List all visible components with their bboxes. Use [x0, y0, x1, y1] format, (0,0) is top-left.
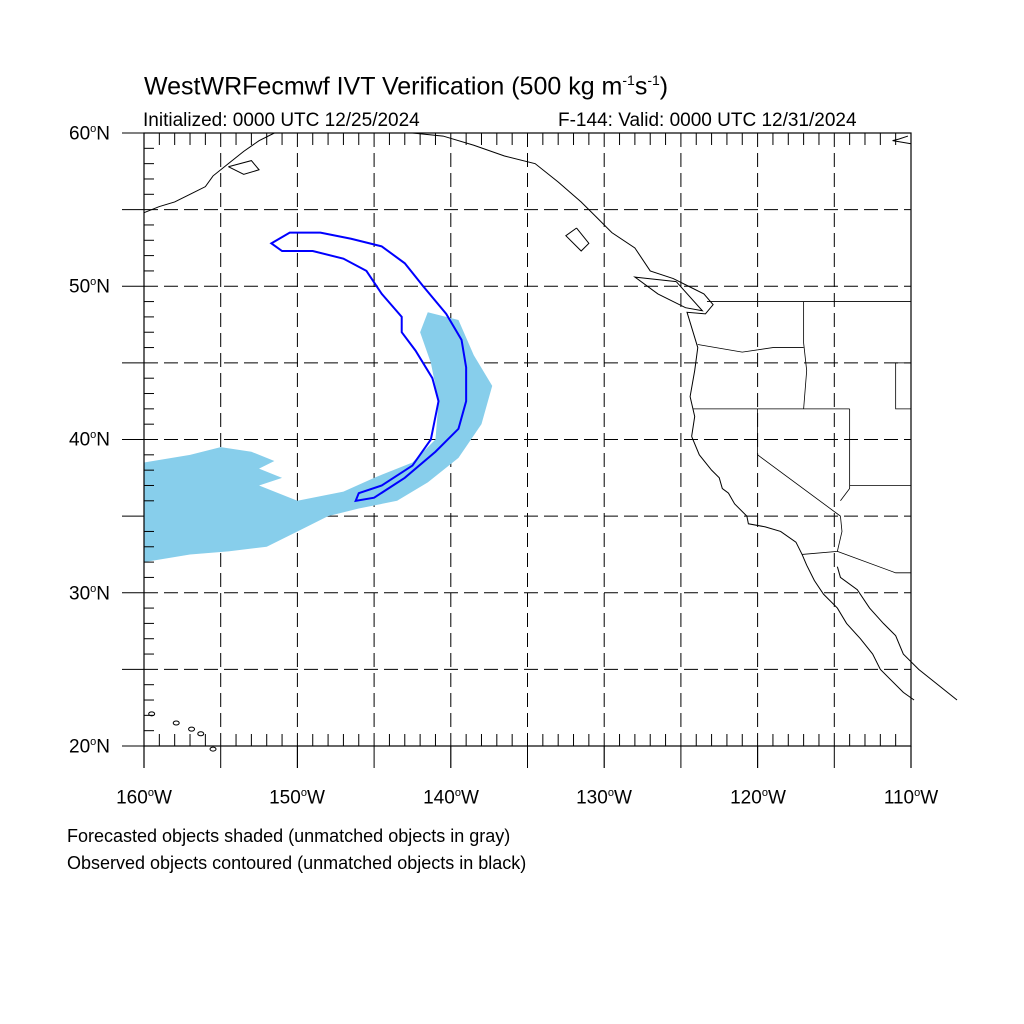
initialized-time: Initialized: 0000 UTC 12/25/2024: [143, 110, 420, 131]
coastline: [691, 436, 915, 701]
observed-object-contour: [269, 231, 468, 503]
footnote-forecast: Forecasted objects shaded (unmatched obj…: [67, 826, 511, 846]
island: [172, 720, 180, 726]
lon-label-140w: 140oW: [423, 787, 479, 809]
border: [840, 408, 851, 502]
coastline: [633, 276, 704, 312]
border: [697, 344, 804, 353]
coastline: [412, 132, 714, 437]
border: [802, 516, 843, 555]
island: [188, 726, 196, 732]
lat-label-20: 20oN: [69, 736, 110, 758]
border: [837, 550, 911, 574]
border: [803, 301, 808, 409]
forecast-object-shaded: [144, 312, 493, 563]
coastline: [836, 566, 958, 701]
valid-time: F-144: Valid: 0000 UTC 12/31/2024: [558, 110, 857, 131]
lat-label-40: 40oN: [69, 429, 110, 451]
footnote-observed: Observed objects contoured (unmatched ob…: [67, 853, 527, 873]
lon-label-120w: 120oW: [730, 787, 786, 809]
border: [895, 362, 911, 410]
lat-label-50: 50oN: [69, 276, 110, 298]
island: [209, 746, 217, 752]
lat-label-60: 60oN: [69, 123, 110, 145]
island: [197, 731, 205, 737]
coastline: [565, 227, 590, 252]
lat-label-30: 30oN: [69, 583, 110, 605]
chart-title: WestWRFecmwf IVT Verification (500 kg m-…: [144, 72, 669, 101]
lon-label-110w: 110oW: [883, 787, 939, 809]
border: [757, 408, 841, 517]
coastline: [143, 132, 275, 214]
lon-label-160w: 160oW: [116, 787, 172, 809]
lon-label-150w: 150oW: [269, 787, 325, 809]
axis-ticks: [122, 132, 912, 768]
coastlines: [143, 132, 958, 752]
state-borders: [693, 301, 911, 574]
lon-label-130w: 130oW: [576, 787, 632, 809]
coastline: [228, 160, 260, 175]
